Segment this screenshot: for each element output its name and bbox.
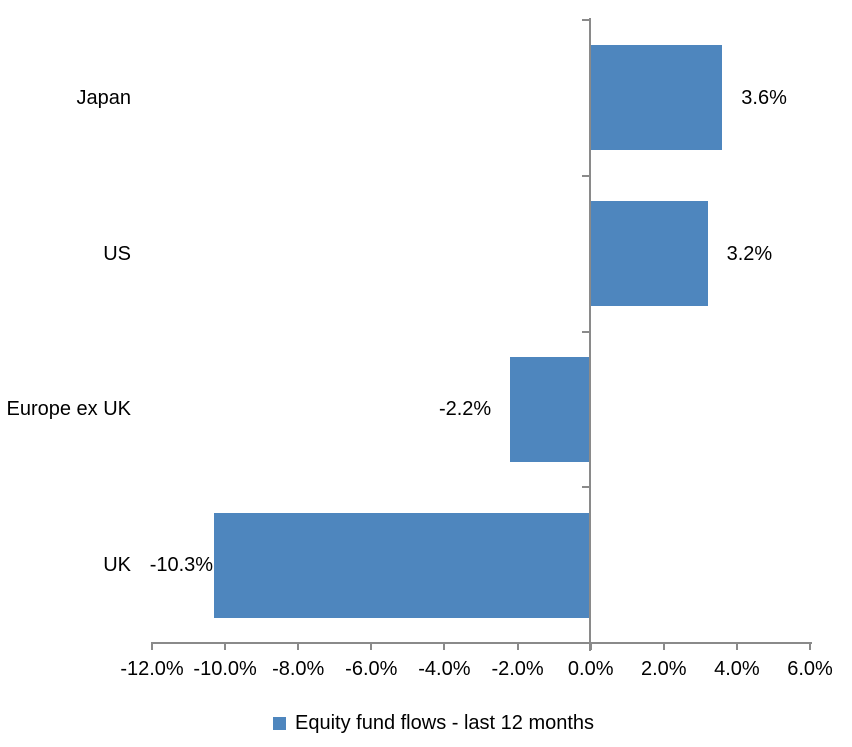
- value-label: -2.2%: [438, 398, 492, 421]
- x-tick-label: 2.0%: [641, 658, 687, 680]
- x-tick-label: -8.0%: [272, 658, 325, 680]
- x-tick-label: -2.0%: [491, 658, 544, 680]
- x-axis-tick: [516, 643, 519, 650]
- x-axis-tick: [809, 643, 811, 650]
- bar-uk: [214, 512, 591, 618]
- x-axis-line: [151, 642, 812, 644]
- x-axis-tick: [370, 643, 373, 650]
- category-label: US: [103, 242, 131, 265]
- value-label: -10.3%: [149, 554, 214, 577]
- x-tick-label: -4.0%: [418, 658, 471, 680]
- x-tick-label: 6.0%: [787, 658, 833, 680]
- category-label: UK: [103, 554, 131, 577]
- x-axis-tick: [297, 643, 300, 650]
- x-tick-label: -6.0%: [345, 658, 398, 680]
- y-axis-line: [589, 18, 591, 651]
- value-label: 3.2%: [726, 242, 773, 265]
- x-axis-tick: [735, 643, 738, 650]
- y-axis-tick: [581, 19, 591, 21]
- category-label: Europe ex UK: [6, 398, 131, 421]
- x-tick-label: 0.0%: [567, 658, 614, 680]
- x-axis-tick: [151, 643, 153, 650]
- bar-us: [590, 201, 708, 307]
- y-axis-tick: [581, 174, 591, 177]
- legend: Equity fund flows - last 12 months: [273, 710, 594, 736]
- x-axis-tick: [224, 643, 227, 650]
- value-label: 3.6%: [741, 86, 787, 109]
- x-axis-tick: [662, 643, 665, 650]
- category-label: Japan: [76, 86, 132, 109]
- legend-label: Equity fund flows - last 12 months: [295, 712, 595, 734]
- legend-swatch: [273, 716, 286, 730]
- x-tick-label: -10.0%: [193, 658, 257, 680]
- x-axis-tick: [443, 643, 446, 650]
- y-axis-tick: [581, 486, 591, 489]
- x-tick-label: 4.0%: [714, 658, 760, 680]
- y-axis-tick: [581, 330, 591, 333]
- x-tick-label: -12.0%: [120, 658, 184, 680]
- bar-europe-ex-uk: [510, 356, 591, 462]
- bar-japan: [590, 45, 723, 151]
